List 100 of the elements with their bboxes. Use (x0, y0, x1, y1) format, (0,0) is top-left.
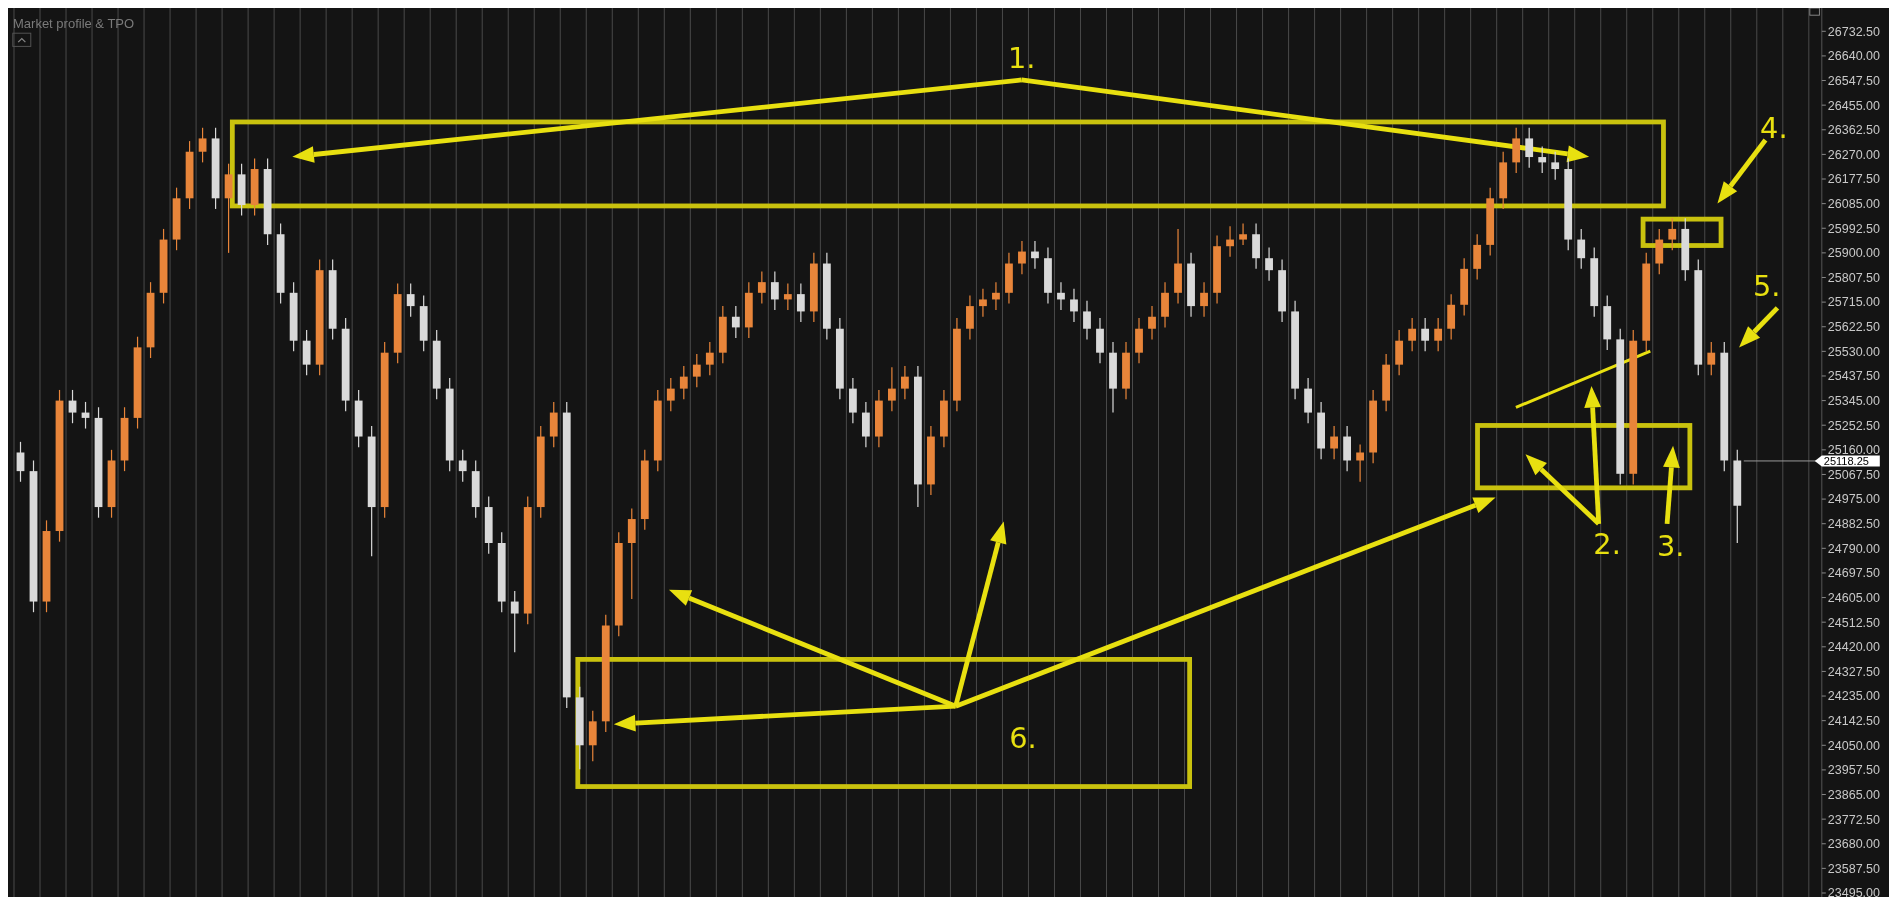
candlestick (510, 590, 519, 653)
candlestick (979, 288, 987, 318)
y-tick-label: 24235.00 (1827, 689, 1881, 704)
candlestick (302, 329, 311, 376)
candlestick (692, 353, 701, 388)
y-tick-label: 26732.50 (1827, 24, 1881, 39)
y-tick-label: 24882.50 (1827, 517, 1881, 532)
candlestick (549, 401, 558, 448)
y-tick-label: 23772.50 (1827, 812, 1881, 827)
annotation: 1. (1007, 40, 1036, 75)
candlestick (627, 507, 636, 600)
y-tick-label: 24790.00 (1827, 541, 1881, 556)
candlestick (1395, 329, 1404, 376)
candlestick (198, 127, 207, 163)
candlestick (1577, 228, 1586, 270)
y-tick-label: 24975.00 (1827, 492, 1881, 507)
candlestick (1200, 281, 1208, 318)
candlestick (796, 282, 805, 323)
y-tick-label: 24327.50 (1827, 664, 1881, 679)
y-tick-label: 24605.00 (1827, 590, 1881, 605)
y-tick-label: 25900.00 (1827, 246, 1881, 261)
candlestick (783, 282, 792, 311)
annotation: 6. (1009, 721, 1037, 756)
candlestick (1031, 240, 1039, 270)
candlestick (1135, 317, 1143, 364)
candlestick (1434, 317, 1443, 352)
candlestick (1473, 233, 1482, 281)
candlestick (888, 366, 896, 412)
y-tick-label: 26362.50 (1827, 123, 1881, 138)
annotation: 5. (1752, 268, 1781, 303)
y-tick-label: 24050.00 (1827, 738, 1881, 753)
y-tick-label: 26270.00 (1827, 147, 1881, 162)
y-tick-label: 25530.00 (1827, 344, 1881, 359)
candlestick (757, 270, 766, 305)
candlestick (861, 401, 870, 448)
candlestick (1330, 425, 1338, 460)
y-tick-label: 23865.00 (1827, 787, 1881, 802)
candlestick (1057, 281, 1065, 311)
y-tick-label: 26085.00 (1827, 197, 1881, 212)
candlestick (1252, 223, 1260, 270)
candlestick (1525, 127, 1534, 169)
candlestick (966, 294, 974, 340)
candlestick (1265, 246, 1273, 282)
candlestick (1226, 225, 1234, 258)
candlestick (1304, 377, 1312, 424)
candlestick (1551, 151, 1560, 181)
y-tick-label: 24142.50 (1827, 714, 1881, 729)
y-tick-label: 25252.50 (1827, 418, 1881, 433)
candlestick (1447, 293, 1456, 340)
y-tick-label: 25437.50 (1827, 369, 1881, 384)
candlestick (1096, 317, 1104, 364)
candlestick (1018, 240, 1026, 275)
candlestick (224, 163, 233, 254)
candlestick (731, 305, 740, 339)
candlestick (1421, 317, 1430, 352)
y-tick-label: 24420.00 (1827, 640, 1881, 655)
y-tick-label: 26455.00 (1827, 98, 1881, 113)
candlestick (1655, 228, 1664, 275)
candlestick (458, 449, 467, 483)
candlestick (406, 282, 415, 318)
candlestick (1148, 305, 1156, 340)
y-tick-label: 24512.50 (1827, 615, 1881, 630)
candlestick (901, 365, 909, 400)
candlestick (1083, 300, 1091, 340)
y-tick-label: 26640.00 (1827, 49, 1881, 64)
candlestick (1707, 341, 1716, 376)
candlestick (770, 270, 779, 311)
candlestick (1538, 145, 1547, 174)
y-tick-label: 25715.00 (1827, 295, 1881, 310)
y-tick-label: 23957.50 (1827, 763, 1881, 778)
candlestick (1668, 217, 1677, 251)
candlestick (1408, 317, 1417, 352)
candlestick (1512, 127, 1521, 174)
candlestick (1356, 443, 1365, 483)
candlestick (679, 365, 688, 400)
y-tick-label: 25992.50 (1827, 221, 1881, 236)
candlestick (666, 377, 675, 412)
annotation: 3. (1656, 529, 1685, 564)
candlestick (1161, 281, 1169, 328)
candlestick (68, 389, 77, 424)
candlestick (1239, 223, 1247, 246)
annotation: 2. (1593, 526, 1621, 561)
y-tick-label: 23680.00 (1827, 837, 1881, 852)
y-tick-label: 26547.50 (1827, 73, 1881, 88)
candlestick (705, 341, 714, 376)
y-tick-label: 25622.50 (1827, 320, 1881, 335)
y-tick-label: 26177.50 (1827, 172, 1881, 187)
y-tick-label: 23495.00 (1827, 886, 1881, 897)
candlestick (848, 377, 857, 424)
y-tick-label: 24697.50 (1827, 566, 1881, 581)
y-tick-label: 25807.50 (1827, 270, 1881, 285)
y-tick-label: 25345.00 (1827, 393, 1881, 408)
annotation: 4. (1760, 110, 1788, 145)
candlestick (588, 710, 597, 762)
y-tick-label: 25067.50 (1827, 467, 1881, 482)
candlestick (992, 281, 1000, 311)
candlestick (1343, 425, 1351, 472)
text: Market profile & TPO (13, 16, 135, 31)
y-tick-label: 23587.50 (1827, 861, 1881, 876)
candlestick (1070, 288, 1078, 323)
